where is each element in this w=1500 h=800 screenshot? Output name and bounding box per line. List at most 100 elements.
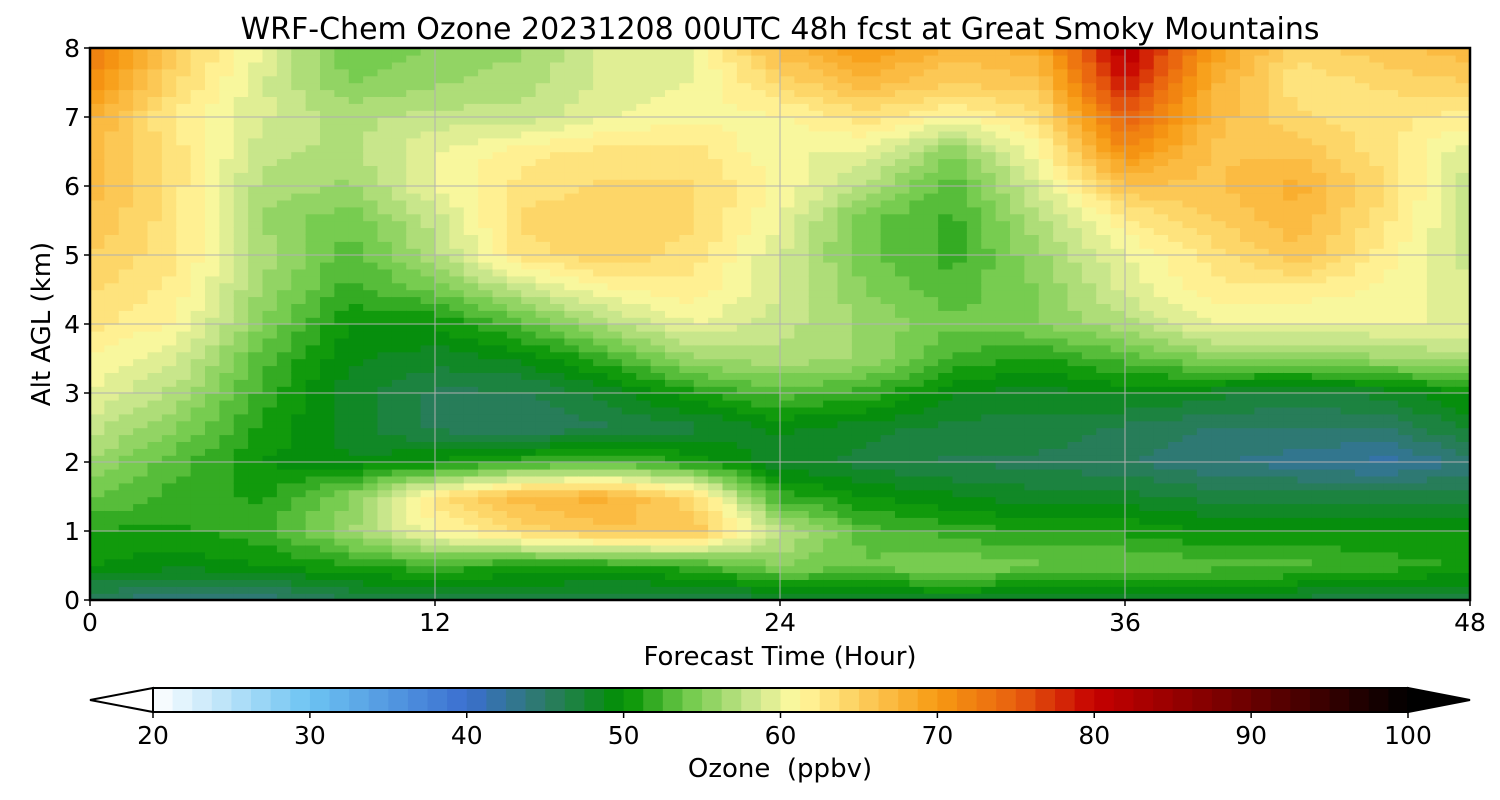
ozone-cell xyxy=(736,565,752,574)
ozone-cell xyxy=(851,489,867,498)
ozone-cell xyxy=(391,448,407,456)
ozone-cell xyxy=(693,475,709,484)
ozone-cell xyxy=(276,324,292,332)
ozone-cell xyxy=(535,54,551,63)
ozone-cell xyxy=(133,365,149,373)
ozone-cell xyxy=(966,296,982,304)
ozone-cell xyxy=(665,75,681,84)
ozone-cell xyxy=(650,165,666,173)
ozone-cell xyxy=(161,117,177,125)
ozone-cell xyxy=(406,517,422,525)
ozone-cell xyxy=(923,48,939,56)
ozone-cell xyxy=(722,241,738,249)
ozone-cell xyxy=(291,593,307,600)
ozone-cell xyxy=(966,275,982,284)
ozone-cell xyxy=(90,365,106,373)
ozone-cell xyxy=(564,48,580,56)
ozone-cell xyxy=(305,137,321,146)
ozone-cell xyxy=(564,379,580,387)
ozone-cell xyxy=(492,248,508,256)
ozone-cell xyxy=(880,172,896,180)
ozone-cell xyxy=(607,248,623,256)
ozone-cell xyxy=(391,255,407,263)
ozone-cell xyxy=(550,75,566,84)
ozone-cell xyxy=(305,261,321,270)
ozone-cell xyxy=(866,310,882,318)
ozone-cell xyxy=(478,206,494,215)
ozone-cell xyxy=(866,75,882,84)
ozone-cell xyxy=(823,475,839,484)
ozone-cell xyxy=(205,48,221,56)
ozone-cell xyxy=(205,75,221,84)
ozone-cell xyxy=(751,427,767,436)
ozone-cell xyxy=(291,227,307,235)
ozone-cell xyxy=(463,406,479,415)
ozone-cell xyxy=(521,241,537,249)
ozone-cell xyxy=(621,48,637,56)
ozone-cell xyxy=(952,220,968,229)
ozone-cell xyxy=(966,261,982,270)
ozone-cell xyxy=(305,386,321,394)
ozone-cell xyxy=(837,441,853,449)
ozone-cell xyxy=(966,496,982,505)
ozone-cell xyxy=(248,586,264,594)
ozone-cell xyxy=(492,192,508,201)
ozone-cell xyxy=(176,172,192,180)
ozone-cell xyxy=(837,227,853,235)
ozone-cell xyxy=(363,386,379,394)
ozone-cell xyxy=(506,406,522,415)
ozone-cell xyxy=(923,496,939,505)
ozone-cell xyxy=(895,475,911,484)
ozone-cell xyxy=(449,275,465,284)
ozone-cell xyxy=(291,117,307,125)
ozone-cell xyxy=(866,317,882,325)
ozone-cell xyxy=(262,337,278,346)
ozone-cell xyxy=(851,96,867,104)
ozone-cell xyxy=(190,337,206,346)
ozone-cell xyxy=(391,303,407,311)
ozone-cell xyxy=(463,489,479,498)
ozone-cell xyxy=(521,434,537,442)
ozone-cell xyxy=(578,406,594,415)
ozone-cell xyxy=(765,110,781,118)
ozone-cell xyxy=(909,268,925,277)
ozone-cell xyxy=(521,358,537,367)
ozone-cell xyxy=(118,158,134,166)
ozone-cell xyxy=(305,441,321,449)
ozone-cell xyxy=(650,75,666,84)
ozone-cell xyxy=(823,489,839,498)
ozone-cell xyxy=(147,248,163,256)
ozone-cell xyxy=(420,586,436,594)
ozone-cell xyxy=(578,427,594,436)
ozone-cell xyxy=(693,406,709,415)
ozone-cell xyxy=(808,234,824,242)
ozone-cell xyxy=(593,448,609,456)
ozone-cell xyxy=(952,206,968,215)
ozone-cell xyxy=(952,110,968,118)
ozone-cell xyxy=(463,344,479,353)
ozone-cell xyxy=(334,386,350,394)
ozone-cell xyxy=(780,227,796,235)
ozone-cell xyxy=(449,462,465,470)
ozone-cell xyxy=(880,268,896,277)
ozone-cell xyxy=(521,303,537,311)
ozone-cell xyxy=(305,379,321,387)
ozone-cell xyxy=(736,227,752,235)
ozone-cell xyxy=(420,234,436,242)
ozone-cell xyxy=(118,351,134,360)
ozone-cell xyxy=(880,544,896,553)
ozone-cell xyxy=(636,551,652,560)
ozone-cell xyxy=(104,110,120,118)
ozone-cell xyxy=(966,248,982,256)
ozone-cell xyxy=(736,510,752,518)
ozone-cell xyxy=(161,413,177,422)
ozone-cell xyxy=(320,172,336,180)
ozone-cell xyxy=(578,89,594,97)
ozone-cell xyxy=(722,199,738,208)
ozone-cell xyxy=(262,179,278,187)
ozone-cell xyxy=(952,496,968,505)
ozone-cell xyxy=(506,351,522,360)
ozone-cell xyxy=(463,234,479,242)
ozone-cell xyxy=(866,206,882,215)
ozone-cell xyxy=(535,199,551,208)
